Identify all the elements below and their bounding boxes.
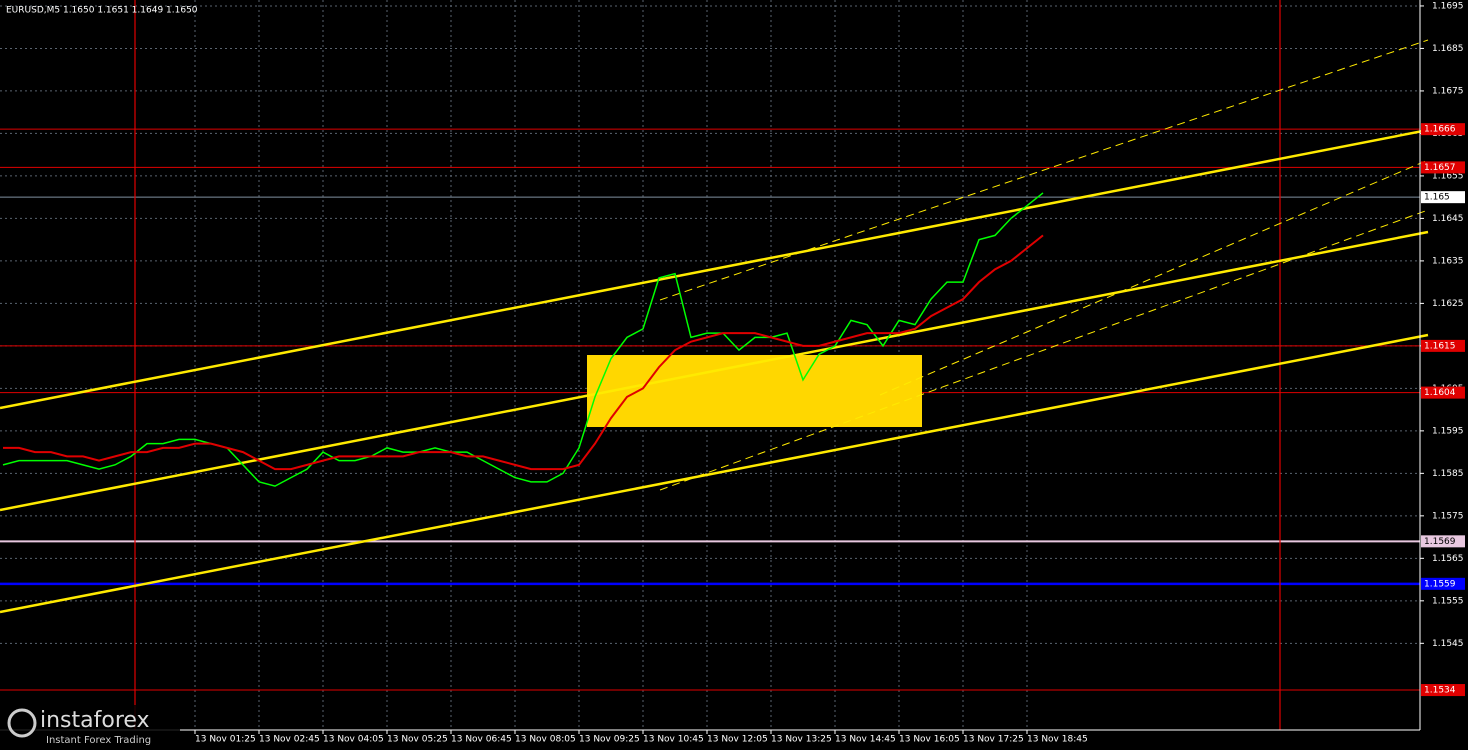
level-tag [1421,123,1465,136]
level-tag [1421,339,1465,352]
x-tick-label: 13 Nov 01:25 [195,735,256,745]
channel [0,39,1429,614]
level-label: 1.1559 [1424,579,1456,589]
level-label: 1.1657 [1424,163,1456,173]
zone [587,355,922,427]
x-tick-label: 13 Nov 05:25 [387,735,448,745]
chart-title: EURUSD,M5 1.1650 1.1651 1.1649 1.1650 [6,6,198,16]
channel-dash [659,39,1429,301]
brand: instaforex [40,708,150,733]
x-tick-label: 13 Nov 04:05 [323,735,384,745]
level-tag [1421,535,1465,548]
channel-line [0,230,1429,512]
x-tick-label: 13 Nov 16:05 [899,735,960,745]
level-label: 1.1666 [1424,125,1456,135]
level-label: 1.1604 [1424,388,1456,398]
y-tick-label: 1.1685 [1432,44,1464,54]
level-tag [1421,161,1465,174]
y-tick-label: 1.1545 [1432,639,1464,649]
x-tick-label: 13 Nov 14:45 [835,735,896,745]
level-label: 1.1534 [1424,686,1456,696]
x-tick-label: 13 Nov 18:45 [1027,735,1088,745]
moving-average [3,234,1044,471]
level-tag [1421,191,1465,204]
x-tick-label: 13 Nov 17:25 [963,735,1024,745]
labels: 1.1545 1.1555 1.1565 1.1575 1.1585 1.1595 1.16… [194,1,1465,745]
x-tick-label: 13 Nov 08:05 [515,735,576,745]
y-tick-label: 1.1655 [1432,171,1464,181]
level-tag [1421,684,1465,697]
channel-dash [879,159,1429,396]
grid [0,0,1420,730]
y-tick-label: 1.1555 [1432,596,1464,606]
level-label: 1.1569 [1424,537,1456,547]
plot [2,192,1044,487]
channel-dash [659,209,1429,491]
level-tag [1421,386,1465,399]
level-tag [1421,577,1465,590]
channel-line [0,333,1429,614]
level-label: 1.1615 [1424,341,1456,351]
channel-line [0,128,1429,410]
x-tick-label: 13 Nov 13:25 [771,735,832,745]
x-tick-label: 13 Nov 02:45 [259,735,320,745]
tagline: Instant Forex Trading [46,735,151,746]
x-tick-label: 13 Nov 10:45 [643,735,704,745]
y-tick-label: 1.1575 [1432,511,1464,521]
price-line [2,192,1044,487]
logo-icon [7,708,37,738]
y-tick-label: 1.1585 [1432,469,1464,479]
level-label: 1.165 [1424,193,1450,203]
x-tick-label: 13 Nov 12:05 [707,735,768,745]
y-tick-label: 1.1635 [1432,256,1464,266]
y-tick-label: 1.1595 [1432,426,1464,436]
y-tick-label: 1.1645 [1432,214,1464,224]
x-tick-label: 13 Nov 09:25 [579,735,640,745]
y-tick-label: 1.1675 [1432,86,1464,96]
levels [0,128,1420,691]
y-tick-label: 1.1565 [1432,554,1464,564]
y-tick-label: 1.1695 [1432,1,1464,11]
x-tick-label: 13 Nov 06:45 [451,735,512,745]
y-tick-label: 1.1625 [1432,299,1464,309]
